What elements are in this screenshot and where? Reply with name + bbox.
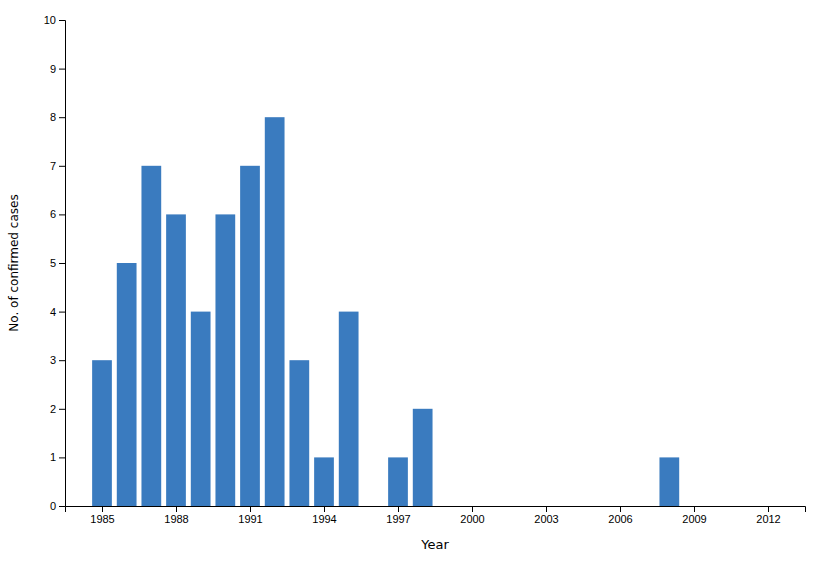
x-tick: 2003 [534, 506, 558, 525]
y-axis-title: No. of confirmed cases [7, 194, 21, 331]
bars [92, 117, 679, 506]
bar [314, 457, 334, 506]
x-tick-mark [768, 506, 769, 512]
y-tick-label: 4 [50, 306, 56, 318]
x-tick-label: 1988 [164, 513, 188, 525]
y-tick: 8 [50, 111, 65, 123]
chart: 1985198819911994199720002003200620092012… [0, 0, 830, 561]
bar [289, 360, 309, 506]
y-tick-label: 1 [50, 451, 56, 463]
x-tick: 1991 [238, 506, 262, 525]
y-tick-label: 3 [50, 354, 56, 366]
y-tick-label: 6 [50, 208, 56, 220]
y-tick: 1 [50, 451, 65, 463]
x-tick-label: 2000 [460, 513, 484, 525]
x-tick-mark [472, 506, 473, 512]
y-tick-label: 2 [50, 403, 56, 415]
x-tick-label: 1994 [312, 513, 336, 525]
x-tick: 2006 [608, 506, 632, 525]
x-tick-label: 2012 [756, 513, 780, 525]
x-tick-label: 2003 [534, 513, 558, 525]
x-tick-mark [694, 506, 695, 512]
bar [92, 360, 112, 506]
x-axis: 1985 1988 1991 1994 1997 2000 2003 2006 2009 2012 [66, 506, 806, 525]
x-tick: 1985 [90, 506, 114, 525]
x-tick-label: 1985 [90, 513, 114, 525]
x-tick-mark [176, 506, 177, 512]
y-tick-mark [59, 214, 65, 215]
y-tick-mark [59, 166, 65, 167]
y-axis: 0 1 2 3 4 5 6 7 8 9 10 [44, 14, 66, 512]
y-tick-label: 8 [50, 111, 56, 123]
bar [191, 312, 211, 506]
y-tick-label: 5 [50, 257, 56, 269]
y-tick: 3 [50, 354, 65, 366]
x-tick-label: 1991 [238, 513, 262, 525]
x-tick-mark [250, 506, 251, 512]
y-tick: 7 [50, 160, 65, 172]
bar [265, 117, 285, 506]
y-tick: 4 [50, 306, 65, 318]
y-tick-mark [59, 69, 65, 70]
x-tick: 2012 [756, 506, 780, 525]
y-tick: 0 [50, 500, 65, 512]
y-tick-label: 10 [44, 14, 56, 26]
bar [166, 214, 186, 506]
y-tick-mark [59, 506, 65, 507]
bar [413, 409, 433, 506]
y-tick-label: 0 [50, 500, 56, 512]
bar [117, 263, 137, 506]
y-tick-mark [59, 263, 65, 264]
x-tick: 2009 [682, 506, 706, 525]
y-tick-mark [59, 360, 65, 361]
bar [659, 457, 679, 506]
x-tick-mark [546, 506, 547, 512]
x-tick-label: 2009 [682, 513, 706, 525]
x-tick-mark [102, 506, 103, 512]
x-tick-mark [398, 506, 399, 512]
x-tick: 1997 [386, 506, 410, 525]
y-tick-label: 7 [50, 160, 56, 172]
y-axis-line [59, 21, 66, 507]
y-tick: 5 [50, 257, 65, 269]
y-tick-mark [59, 117, 65, 118]
y-tick-mark [59, 457, 65, 458]
y-tick-mark [59, 312, 65, 313]
y-tick-mark [59, 409, 65, 410]
y-tick: 2 [50, 403, 65, 415]
x-tick-mark [620, 506, 621, 512]
x-axis-title: Year [420, 537, 449, 552]
x-axis-line [66, 507, 806, 513]
y-tick: 6 [50, 208, 65, 220]
y-tick-label: 9 [50, 63, 56, 75]
bar [339, 312, 359, 506]
bar [141, 166, 161, 506]
bar [215, 214, 235, 506]
y-tick: 9 [50, 63, 65, 75]
y-tick-mark [59, 20, 65, 21]
x-tick-label: 1997 [386, 513, 410, 525]
plot: 1985198819911994199720002003200620092012… [44, 14, 806, 525]
x-tick: 1988 [164, 506, 188, 525]
bar [240, 166, 260, 506]
x-tick: 1994 [312, 506, 336, 525]
y-tick: 10 [44, 14, 65, 26]
bar [388, 457, 408, 506]
x-tick-label: 2006 [608, 513, 632, 525]
x-tick: 2000 [460, 506, 484, 525]
x-tick-mark [324, 506, 325, 512]
